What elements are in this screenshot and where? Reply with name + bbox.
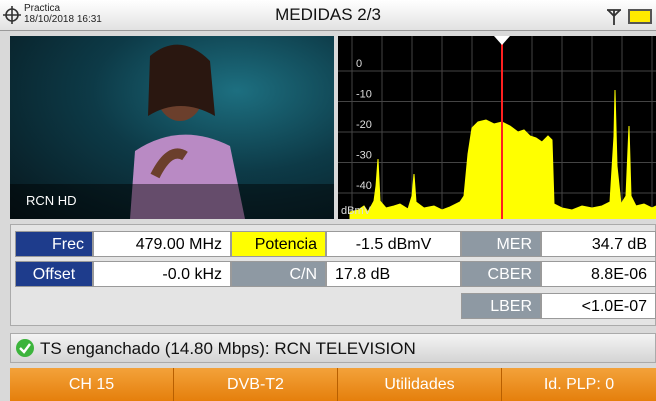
- signal-icon: [607, 9, 621, 25]
- label-mer: MER: [461, 231, 541, 257]
- label-lber: LBER: [461, 293, 541, 319]
- battery-icon: [628, 9, 652, 24]
- value-cber: 8.8E-06: [541, 261, 656, 287]
- tab-plp[interactable]: Id. PLP: 0: [502, 368, 656, 401]
- value-frec: 479.00 MHz: [93, 231, 231, 257]
- value-lber: <1.0E-07: [541, 293, 656, 319]
- y-tick-label: 0: [356, 58, 362, 70]
- y-tick-label: -40: [356, 180, 372, 192]
- tab-channel[interactable]: CH 15: [10, 368, 174, 401]
- value-cn: 17.8 dB: [326, 261, 461, 287]
- label-frec: Frec: [15, 231, 93, 257]
- label-potencia: Potencia: [231, 231, 326, 257]
- status-bar: [10, 333, 656, 363]
- video-figure: [130, 44, 245, 219]
- y-tick-label: -20: [356, 119, 372, 131]
- status-ok-icon: [16, 339, 34, 357]
- marker-triangle: [494, 36, 510, 45]
- value-potencia: -1.5 dBmV: [326, 231, 461, 257]
- location-icon: [3, 6, 21, 24]
- profile-name: Practica: [24, 3, 61, 14]
- tab-utilities[interactable]: Utilidades: [338, 368, 502, 401]
- label-cber: CBER: [461, 261, 541, 287]
- header-bar: [0, 0, 656, 31]
- spectrum-display: 0 -10 -20 -30 -40 dBmV: [338, 36, 656, 219]
- date-time: 18/10/2018 16:31: [24, 14, 102, 25]
- status-text: TS enganchado (14.80 Mbps): RCN TELEVISI…: [40, 339, 416, 358]
- page-title: MEDIDAS 2/3: [275, 5, 381, 24]
- video-preview: RCN HD: [10, 36, 334, 219]
- value-offset: -0.0 kHz: [93, 261, 231, 287]
- y-tick-label: -10: [356, 89, 372, 101]
- value-mer: 34.7 dB: [541, 231, 656, 257]
- tab-standard[interactable]: DVB-T2: [174, 368, 338, 401]
- label-cn: C/N: [231, 261, 326, 287]
- spectrum-unit: dBmV: [341, 205, 372, 217]
- y-tick-label: -30: [356, 150, 372, 162]
- label-offset: Offset: [15, 261, 93, 287]
- channel-name: RCN HD: [26, 193, 77, 208]
- video-caption-bg: [10, 184, 334, 219]
